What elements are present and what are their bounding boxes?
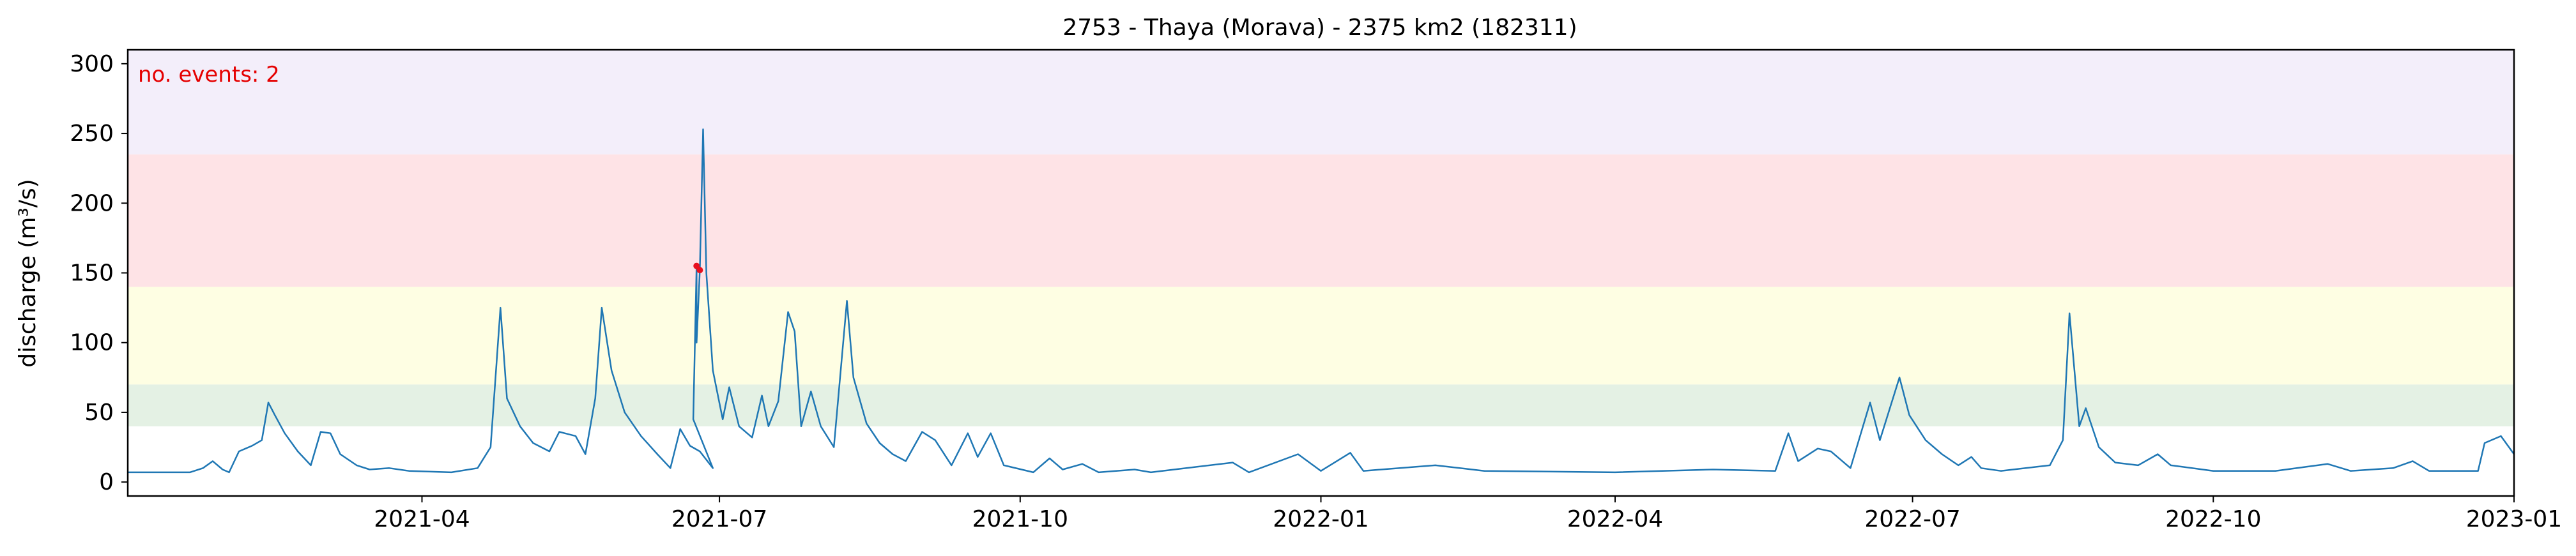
series-group — [128, 128, 2515, 474]
y-axis: 0 50 100 150 200 250 300 — [70, 51, 128, 495]
y-tick-label-4: 200 — [70, 190, 114, 216]
x-tick-label-6: 2022-10 — [2165, 506, 2261, 532]
y-tick-label-1: 50 — [84, 400, 114, 426]
y-tick-label-5: 250 — [70, 121, 114, 147]
event-point-1 — [696, 267, 703, 274]
y-tick-label-6: 300 — [70, 51, 114, 77]
threshold-band-2 — [128, 154, 2514, 287]
x-tick-label-0: 2021-04 — [374, 506, 470, 532]
events-annotation: no. events: 2 — [138, 62, 280, 87]
x-tick-label-3: 2022-01 — [1273, 506, 1368, 532]
x-tick-label-2: 2021-10 — [972, 506, 1068, 532]
y-axis-label: discharge (m³/s) — [15, 179, 41, 367]
threshold-band-0 — [128, 384, 2514, 426]
chart-title: 2753 - Thaya (Morava) - 2375 km2 (182311… — [1062, 15, 1577, 41]
threshold-band-3 — [128, 50, 2514, 154]
x-tick-label-1: 2021-07 — [671, 506, 767, 532]
y-tick-label-3: 150 — [70, 260, 114, 287]
discharge-line — [128, 128, 2515, 474]
x-tick-label-5: 2022-07 — [1864, 506, 1960, 532]
x-tick-label-7: 2023-01 — [2466, 506, 2562, 532]
x-tick-label-4: 2022-04 — [1567, 506, 1663, 532]
y-tick-label-2: 100 — [70, 330, 114, 356]
threshold-bands — [128, 50, 2514, 426]
x-axis: 2021-04 2021-07 2021-10 2022-01 2022-04 2022-… — [374, 496, 2562, 532]
y-tick-label-0: 0 — [99, 469, 114, 495]
threshold-band-1 — [128, 287, 2514, 385]
